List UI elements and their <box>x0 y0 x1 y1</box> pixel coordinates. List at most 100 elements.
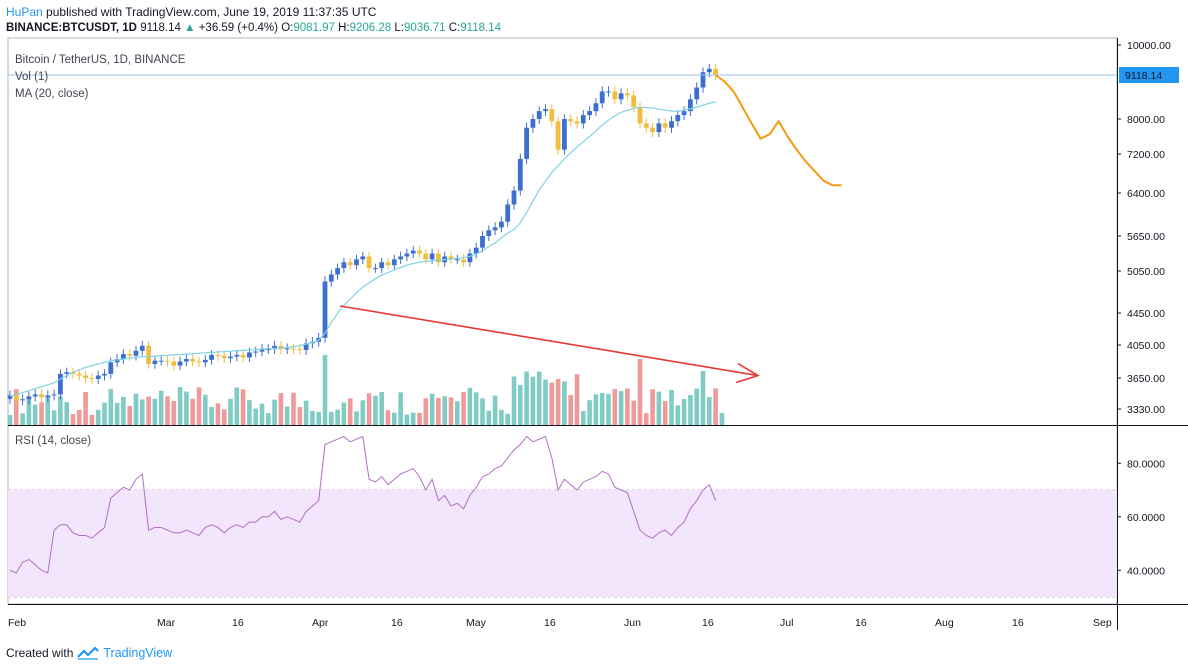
volume-bar <box>366 393 372 425</box>
candle-body <box>612 91 618 100</box>
time-tick-label: 16 <box>544 617 556 629</box>
candle-body <box>322 281 328 338</box>
candle-body <box>530 119 536 128</box>
volume-bar <box>379 391 384 425</box>
close-label: C: <box>448 22 461 34</box>
legend-rsi: RSI (14, close) <box>15 435 92 447</box>
volume-bar <box>133 393 139 425</box>
volume-bar <box>140 399 145 425</box>
candle-body <box>20 399 25 401</box>
rsi-series <box>9 435 717 574</box>
author-link[interactable]: HuPan <box>6 5 43 19</box>
candle-body <box>152 360 158 364</box>
volume-bar <box>121 396 126 425</box>
volume-bar <box>127 405 132 425</box>
volume-bar <box>669 389 674 425</box>
volume-bar <box>417 412 422 425</box>
volume-bar <box>177 387 183 425</box>
volume-bar <box>77 409 82 425</box>
volume-bar <box>253 408 258 425</box>
candle-body <box>599 91 605 104</box>
volume-bar <box>316 411 321 425</box>
candle-body <box>706 68 712 73</box>
volume-bar <box>398 392 403 425</box>
candle-body <box>341 262 347 269</box>
volume-bar <box>581 411 586 425</box>
volume-bars <box>7 355 725 425</box>
volume-bar <box>209 407 214 425</box>
candle-body <box>89 378 95 379</box>
trend-arrow-line <box>339 305 759 377</box>
volume-bar <box>165 396 170 425</box>
candle-body <box>26 396 32 400</box>
candle-body <box>146 345 151 364</box>
candle-body <box>347 262 353 266</box>
volume-bar <box>360 400 366 425</box>
candle-body <box>202 359 208 363</box>
volume-bar <box>196 387 202 425</box>
volume-bar <box>373 395 378 425</box>
candle-body <box>51 394 57 396</box>
ma20-series <box>9 101 716 397</box>
candle-body <box>517 158 523 191</box>
volume-bar <box>593 394 599 425</box>
candle-body <box>618 93 624 100</box>
volume-bar <box>480 398 485 425</box>
candle-body <box>694 87 700 100</box>
volume-bar <box>158 390 164 425</box>
candle-body <box>536 111 542 119</box>
low-value: 9036.71 <box>403 22 446 34</box>
candle-body <box>196 361 202 363</box>
candle-body <box>473 247 479 254</box>
volume-bar <box>675 405 681 425</box>
candle-body <box>492 227 498 231</box>
price-tick-label: 5650.00 <box>1127 231 1165 243</box>
last-price: 9118.14 <box>140 22 181 34</box>
volume-bar <box>14 389 19 425</box>
time-tick-label: Jul <box>780 617 793 629</box>
volume-bar <box>442 396 447 425</box>
volume-bar <box>656 391 662 425</box>
candle-body <box>675 115 681 122</box>
volume-bar <box>234 387 240 425</box>
projection-series <box>715 74 842 187</box>
candle-body <box>543 109 548 112</box>
candle-body <box>656 123 662 133</box>
volume-bar <box>410 412 416 425</box>
candle-body <box>70 372 76 374</box>
volume-bar <box>329 411 334 425</box>
candle-body <box>215 354 221 356</box>
volume-bar <box>341 402 347 425</box>
candle-body <box>555 121 561 150</box>
volume-bar <box>278 393 284 425</box>
volume-bar <box>203 394 208 425</box>
candle-body <box>108 362 114 374</box>
candle-body <box>127 354 133 356</box>
candle-body <box>221 355 227 359</box>
time-tick-label: Mar <box>157 617 176 629</box>
candle-body <box>240 354 246 358</box>
volume-bar <box>694 388 699 425</box>
volume-bar <box>26 399 32 425</box>
candle-body <box>253 351 259 353</box>
candle-body <box>45 395 51 398</box>
candle-body <box>247 352 252 358</box>
volume-bar <box>473 392 479 425</box>
volume-bar <box>455 401 460 425</box>
candle-body <box>335 268 340 275</box>
up-arrow-icon: ▲ <box>184 22 196 34</box>
volume-bar <box>83 392 88 425</box>
volume-bar <box>347 398 353 425</box>
tradingview-brand[interactable]: TradingView <box>103 646 173 660</box>
symbol-label: BINANCE:BTCUSDT, 1D <box>6 22 137 34</box>
volume-bar <box>543 379 548 425</box>
time-tick-label: 16 <box>855 617 867 629</box>
candle-body <box>228 356 233 359</box>
candle-body <box>606 91 611 93</box>
volume-bar <box>650 389 655 425</box>
volume-bar <box>297 407 303 425</box>
candle-body <box>76 373 82 376</box>
volume-bar <box>45 397 51 425</box>
candle-body <box>297 349 303 351</box>
